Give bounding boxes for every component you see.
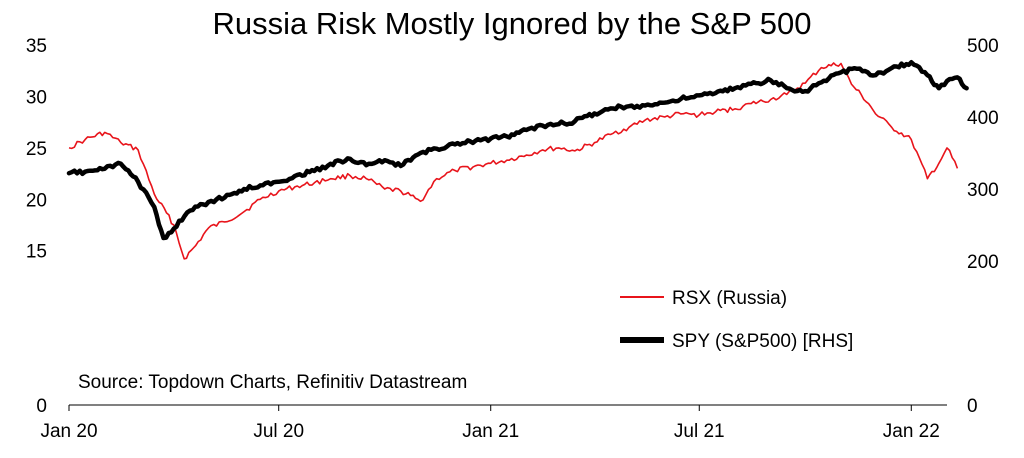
left-axis-tick-label: 15	[26, 242, 47, 263]
x-tick-label: Jan 22	[883, 421, 940, 442]
x-tick-label: Jul 20	[253, 421, 304, 442]
right-axis-tick-label: 500	[967, 36, 999, 57]
left-axis-tick-label: 25	[26, 139, 47, 160]
legend-label-spy: SPY (S&P500) [RHS]	[672, 331, 853, 352]
left-axis-tick-label: 0	[36, 396, 47, 417]
left-axis-tick-label: 20	[26, 190, 47, 211]
x-tick-label: Jan 20	[40, 421, 97, 442]
chart-title: Russia Risk Mostly Ignored by the S&P 50…	[212, 6, 812, 41]
source-annotation: Source: Topdown Charts, Refinitiv Datast…	[78, 372, 467, 393]
series-line-rsx	[68, 62, 959, 260]
right-axis-tick-label: 300	[967, 180, 999, 201]
legend-label-rsx: RSX (Russia)	[672, 288, 787, 309]
right-axis-tick-label: 0	[967, 396, 978, 417]
series-line-spy	[66, 60, 969, 241]
legend: RSX (Russia) SPY (S&P500) [RHS]	[620, 288, 853, 352]
axes-group: Jan 20 Jul 20 Jan 21 Jul 21 Jan 22 0 15 20 25 30 3…	[26, 36, 999, 442]
x-tick-label: Jan 21	[462, 421, 519, 442]
series-layer	[66, 60, 969, 260]
right-axis-tick-label: 400	[967, 108, 999, 129]
left-axis-tick-label: 30	[26, 87, 47, 108]
right-axis-tick-label: 200	[967, 252, 999, 273]
left-axis-tick-label: 35	[26, 36, 47, 57]
x-tick-label: Jul 21	[674, 421, 725, 442]
